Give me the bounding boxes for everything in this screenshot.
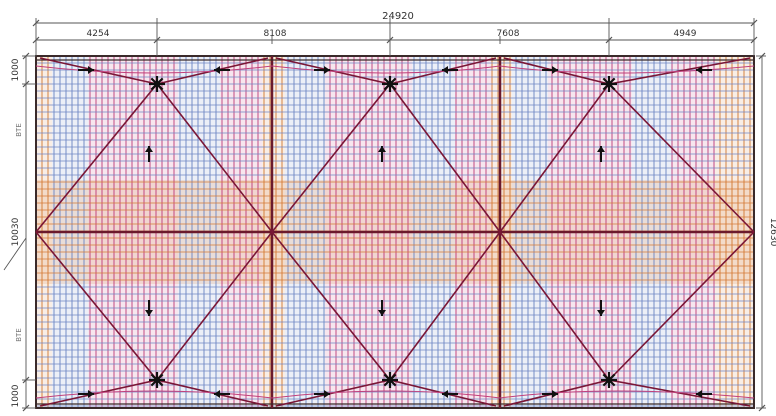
arrow-head [552,390,558,398]
flow-arrow [145,146,153,162]
arrow-head [88,390,94,398]
flow-arrow [314,66,330,74]
valley-line [271,231,391,381]
dimension-tick [22,80,30,88]
valley-line [271,83,391,233]
drain-curve-bottom [35,390,273,399]
drain-center [154,81,160,87]
right-dimension-label: 12630 [768,218,776,247]
left-dimension-bottom: 1000 [11,384,21,407]
arrow-head [378,310,386,316]
segment-label-3: 7608 [497,29,520,39]
drain-center [387,81,393,87]
flow-arrow [696,390,712,398]
valley-line [35,231,158,381]
drain-curve-top [271,65,501,74]
arrow-head [214,66,220,74]
arrow-head [378,146,386,152]
valley-line [389,231,501,381]
valley-line [608,231,755,381]
arrow-head [442,390,448,398]
flow-arrow [442,390,458,398]
left-dimension-middle: 10030 [11,217,21,246]
flow-arrow [214,66,230,74]
arrow-head [597,146,605,152]
valley-line [35,83,158,233]
drain-curve-bottom [499,390,755,399]
roof-drain-symbol [382,76,398,92]
valley-line [156,83,273,233]
roof-drain-symbol [149,76,165,92]
valley-line [608,83,755,233]
overall-width-label: 24920 [382,11,414,22]
arrow-head [696,390,702,398]
flow-arrow [696,66,712,74]
flow-arrow [378,146,386,162]
drain-curve-top [35,65,273,74]
arrow-head [442,66,448,74]
segment-label-2: 8108 [264,29,287,39]
flow-arrow [442,66,458,74]
arrow-head [145,310,153,316]
arrow-head [324,66,330,74]
flow-arrow [597,300,605,316]
dimension-tick [153,36,161,44]
flow-arrow [78,390,94,398]
dimension-lines [3,18,766,412]
dimension-tick [750,36,758,44]
flow-arrow [314,390,330,398]
valley-line [499,83,610,233]
flow-arrow [597,146,605,162]
valley-line [389,83,501,233]
drain-curve-bottom [271,390,501,399]
segment-label-1: 4254 [87,29,110,39]
arrow-head [88,66,94,74]
valley-line [156,231,273,381]
dimension-tick [386,36,394,44]
arrow-head [214,390,220,398]
drain-center [606,377,612,383]
roof-drain-symbol [149,372,165,388]
dimension-tick [22,52,30,60]
valley-line [499,231,610,381]
drain-center [387,377,393,383]
arrow-head [324,390,330,398]
flow-arrow [78,66,94,74]
left-note-top: BTE [15,123,23,137]
dimension-tick [605,36,613,44]
arrow-head [696,66,702,74]
roof-drain-symbol [601,372,617,388]
dimension-tick [22,376,30,384]
arrow-head [597,310,605,316]
arrow-head [145,146,153,152]
arrow-head [552,66,558,74]
drain-curve-top [499,65,755,74]
flow-arrow [542,390,558,398]
dimension-tick [32,36,40,44]
flow-arrow [145,300,153,316]
flow-arrow [214,390,230,398]
left-note-bottom: BTE [15,328,23,342]
roof-drain-symbol [601,76,617,92]
roof-drain-symbol [382,372,398,388]
leader-line [3,237,27,271]
drain-center [154,377,160,383]
flow-arrow [542,66,558,74]
segment-label-4: 4949 [674,29,697,39]
flow-arrows [78,66,712,398]
drain-center [606,81,612,87]
dimension-tick [22,404,30,412]
roof-drains [149,76,617,388]
left-dimension-top: 1000 [11,58,21,81]
flow-arrow [378,300,386,316]
